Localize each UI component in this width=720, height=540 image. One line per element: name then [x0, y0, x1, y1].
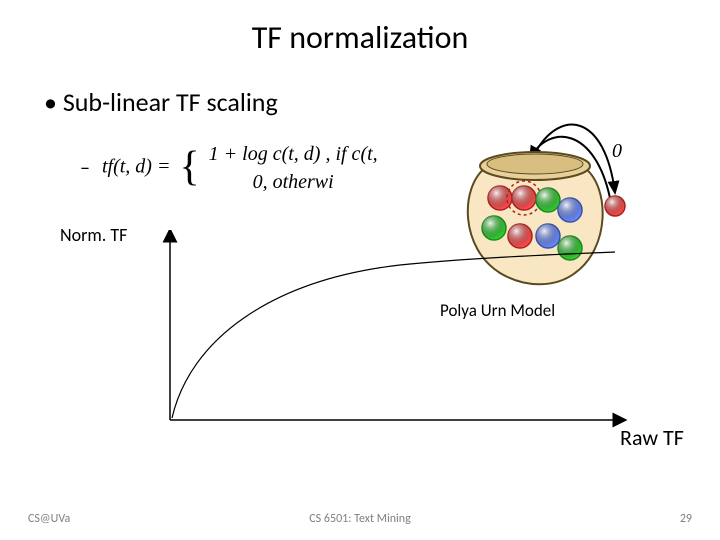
- formula-lhs: tf(t, d) =: [102, 156, 171, 178]
- formula-case1-tail: 0: [612, 140, 622, 163]
- chart-xlabel: Raw TF: [620, 424, 684, 451]
- urn-rim-inner: [487, 154, 583, 174]
- chart-ylabel: Norm. TF: [60, 224, 127, 246]
- formula-case1: 1 + log c(t, d) , if c(t,: [209, 140, 378, 168]
- tf-formula: tf(t, d) = { 1 + log c(t, d) , if c(t, 0…: [102, 140, 378, 196]
- sub-bullet-dash: –: [80, 156, 90, 180]
- footer-center: CS 6501: Text Mining: [0, 512, 720, 526]
- bullet-sublinear: Sub-linear TF scaling: [44, 86, 278, 118]
- slide-title: TF normalization: [0, 18, 720, 57]
- footer-page-number: 29: [680, 512, 692, 526]
- formula-case2: 0, otherwi: [209, 168, 378, 196]
- log-curve: [172, 252, 615, 418]
- log-curve-chart: [150, 230, 630, 430]
- brace-icon: {: [179, 149, 199, 187]
- formula-row: – tf(t, d) = { 1 + log c(t, d) , if c(t,…: [80, 140, 378, 196]
